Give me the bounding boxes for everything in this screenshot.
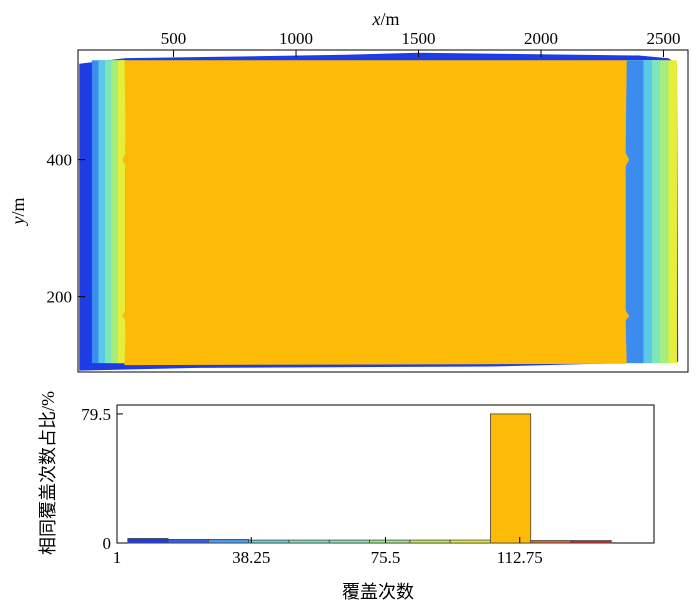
coverage-band-right <box>625 60 644 364</box>
heatmap-y-axis-label: y/m <box>8 197 28 226</box>
histogram-bar <box>449 539 491 544</box>
histogram-y-axis-label: 相同覆盖次数占比/% <box>38 391 58 555</box>
histogram-y-tick-label: 79.5 <box>81 405 111 424</box>
histogram-x-tick-label: 38.25 <box>232 548 270 567</box>
histogram-bar <box>288 539 330 544</box>
heatmap-x-tick-label: 1000 <box>279 29 313 48</box>
histogram-y-ticks: 079.5 <box>81 405 123 553</box>
histogram-bar <box>530 540 572 544</box>
heatmap-chart: 500 1000 1500 2000 2500 200 400 x/m y/m <box>8 9 689 373</box>
heatmap-x-tick-label: 500 <box>161 29 187 48</box>
heatmap-y-ticks: 200 400 <box>47 151 85 307</box>
histogram-bar <box>409 539 451 544</box>
histogram-x-tick-label: 112.75 <box>497 548 543 567</box>
histogram-bar <box>369 539 411 544</box>
histogram-bar <box>207 539 250 544</box>
coverage-core <box>122 60 630 366</box>
histogram-x-axis-label: 覆盖次数 <box>342 582 414 602</box>
histogram-bar <box>570 540 612 544</box>
heatmap-x-tick-label: 2000 <box>524 29 558 48</box>
heatmap-x-tick-label: 2500 <box>647 29 681 48</box>
histogram-bars <box>127 413 612 544</box>
histogram-x-tick-label: 1 <box>113 548 122 567</box>
histogram-x-tick-label: 75.5 <box>371 548 401 567</box>
histogram-bar <box>127 538 169 544</box>
histogram-chart: 1 38.25 75.5 112.75 079.5 覆盖次数 相同覆盖次数占比/% <box>38 391 655 602</box>
heatmap-y-tick-label: 400 <box>47 151 73 170</box>
histogram-bar <box>328 539 370 544</box>
heatmap-x-tick-label: 1500 <box>402 29 436 48</box>
histogram-y-tick-label: 0 <box>103 534 112 553</box>
histogram-x-ticks: 1 38.25 75.5 112.75 <box>113 537 543 567</box>
heatmap-coverage <box>79 52 679 371</box>
coverage-band-left <box>118 60 126 364</box>
histogram-plot-frame <box>116 404 655 544</box>
histogram-bar <box>248 539 290 544</box>
heatmap-x-ticks: 500 1000 1500 2000 2500 <box>161 29 681 57</box>
histogram-bar <box>167 539 209 544</box>
histogram-bar <box>490 413 532 544</box>
heatmap-x-axis-label: x/m <box>371 9 399 29</box>
heatmap-y-tick-label: 200 <box>47 288 73 307</box>
